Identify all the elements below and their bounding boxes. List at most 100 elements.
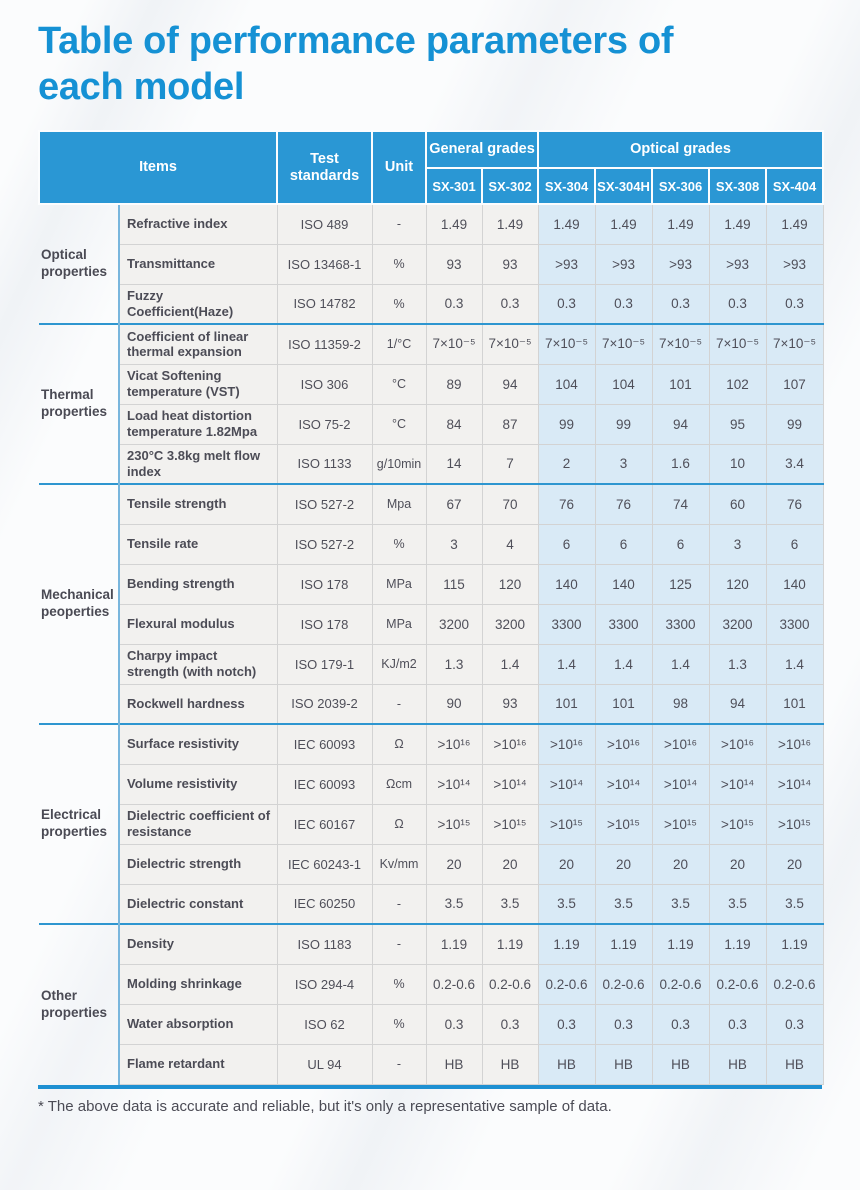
cell-value: >10¹⁴	[708, 763, 767, 805]
header-model-sx-304h: SX-304H	[594, 167, 654, 205]
row-item-label: Molding shrinkage	[118, 963, 278, 1005]
cell-value: HB	[708, 1043, 767, 1085]
cell-value: 0.3	[425, 1003, 483, 1045]
row-unit: MPa	[371, 603, 427, 645]
cell-value: >10¹⁵	[594, 803, 653, 845]
cell-value: HB	[481, 1043, 539, 1085]
cell-value: 0.3	[651, 283, 710, 325]
cell-value: 87	[481, 403, 539, 445]
table-row: Dielectric constant IEC 60250-3.5 3.5 3.5 3.…	[39, 883, 824, 925]
cell-value: 0.2-0.6	[708, 963, 767, 1005]
cell-value: >10¹⁶	[537, 723, 596, 765]
section-category: Electrical properties	[39, 723, 120, 924]
cell-value: 89	[425, 363, 483, 405]
cell-value: 1.49	[425, 203, 483, 245]
cell-value: >10¹⁶	[425, 723, 483, 765]
row-test-standard: ISO 75-2	[276, 403, 373, 445]
table-row: Transmittance ISO 13468-1% 93 93 >93 >93 >93 >9…	[39, 243, 824, 285]
header-model-sx-306: SX-306	[651, 167, 711, 205]
row-unit: %	[371, 1003, 427, 1045]
cell-value: 1.49	[537, 203, 596, 245]
cell-value: 7×10⁻⁵	[481, 323, 539, 365]
cell-value: 0.2-0.6	[425, 963, 483, 1005]
cell-value: 74	[651, 483, 710, 525]
cell-value: 7	[481, 443, 539, 485]
cell-value: 10	[708, 443, 767, 485]
header-test-standards: Test standards	[276, 130, 374, 205]
row-test-standard: IEC 60243-1	[276, 843, 373, 885]
cell-value: 2	[537, 443, 596, 485]
cell-value: 3.5	[425, 883, 483, 925]
cell-value: 140	[594, 563, 653, 605]
header-model-sx-301: SX-301	[425, 167, 484, 205]
cell-value: 1.4	[765, 643, 824, 685]
row-unit: Ω	[371, 803, 427, 845]
cell-value: 120	[708, 563, 767, 605]
cell-value: >93	[765, 243, 824, 285]
cell-value: 0.2-0.6	[481, 963, 539, 1005]
row-item-label: Dielectric coefficient of resistance	[118, 803, 278, 845]
cell-value: >10¹⁴	[481, 763, 539, 805]
cell-value: 0.3	[594, 1003, 653, 1045]
row-item-label: Flexural modulus	[118, 603, 278, 645]
cell-value: 3.5	[537, 883, 596, 925]
row-unit: -	[371, 1043, 427, 1085]
cell-value: 107	[765, 363, 824, 405]
cell-value: 101	[594, 683, 653, 725]
cell-value: 99	[537, 403, 596, 445]
table-row: Electrical properties Surface resistivity…	[39, 723, 824, 924]
row-test-standard: ISO 489	[276, 203, 373, 245]
cell-value: 102	[708, 363, 767, 405]
cell-value: 76	[594, 483, 653, 525]
cell-value: 1.19	[594, 923, 653, 965]
cell-value: 1.19	[765, 923, 824, 965]
row-item-label: Dielectric constant	[118, 883, 278, 925]
cell-value: 0.3	[708, 1003, 767, 1045]
cell-value: 3.5	[651, 883, 710, 925]
row-item-label: Load heat distortion temperature 1.82Mpa	[118, 403, 278, 445]
cell-value: 6	[537, 523, 596, 565]
cell-value: 84	[425, 403, 483, 445]
table-row: Other properties Density ISO 1183-1.19 1.19…	[39, 923, 824, 1084]
row-item-label: Water absorption	[118, 1003, 278, 1045]
row-unit: -	[371, 923, 427, 965]
table-row: Vicat Softening temperature (VST) ISO 306…	[39, 363, 824, 405]
cell-value: 1.19	[651, 923, 710, 965]
cell-value: 93	[425, 243, 483, 285]
cell-value: 0.2-0.6	[765, 963, 824, 1005]
row-unit: Ω	[371, 723, 427, 765]
cell-value: HB	[594, 1043, 653, 1085]
cell-value: 3300	[594, 603, 653, 645]
cell-value: >10¹⁴	[765, 763, 824, 805]
cell-value: 101	[765, 683, 824, 725]
cell-value: 1.19	[425, 923, 483, 965]
cell-value: 3.5	[708, 883, 767, 925]
header-general-grades: General grades	[425, 130, 540, 169]
row-test-standard: IEC 60093	[276, 763, 373, 805]
cell-value: >10¹⁵	[425, 803, 483, 845]
cell-value: 7×10⁻⁵	[765, 323, 824, 365]
cell-value: 140	[537, 563, 596, 605]
cell-value: 0.3	[481, 283, 539, 325]
cell-value: 1.19	[708, 923, 767, 965]
cell-value: 20	[765, 843, 824, 885]
table-row: Volume resistivity IEC 60093 Ωcm >10¹⁴ >10¹⁴…	[39, 763, 824, 805]
table-row: Dielectric strength IEC 60243-1 Kv/mm 20 20 2…	[39, 843, 824, 885]
cell-value: 1.3	[425, 643, 483, 685]
cell-value: 1.49	[765, 203, 824, 245]
cell-value: 0.2-0.6	[651, 963, 710, 1005]
row-unit: %	[371, 523, 427, 565]
cell-value: 98	[651, 683, 710, 725]
table-row: Rockwell hardness ISO 2039-2-90 93 101 101 98…	[39, 683, 824, 725]
cell-value: 0.3	[765, 1003, 824, 1045]
row-unit: %	[371, 243, 427, 285]
table-row: Molding shrinkage ISO 294-4% 0.2-0.6 0.2-0.…	[39, 963, 824, 1005]
cell-value: 101	[537, 683, 596, 725]
row-item-label: Bending strength	[118, 563, 278, 605]
section-category: Other properties	[39, 923, 120, 1084]
cell-value: 14	[425, 443, 483, 485]
row-unit: -	[371, 883, 427, 925]
row-test-standard: ISO 1183	[276, 923, 373, 965]
cell-value: 67	[425, 483, 483, 525]
row-item-label: 230°C 3.8kg melt flow index	[118, 443, 278, 485]
